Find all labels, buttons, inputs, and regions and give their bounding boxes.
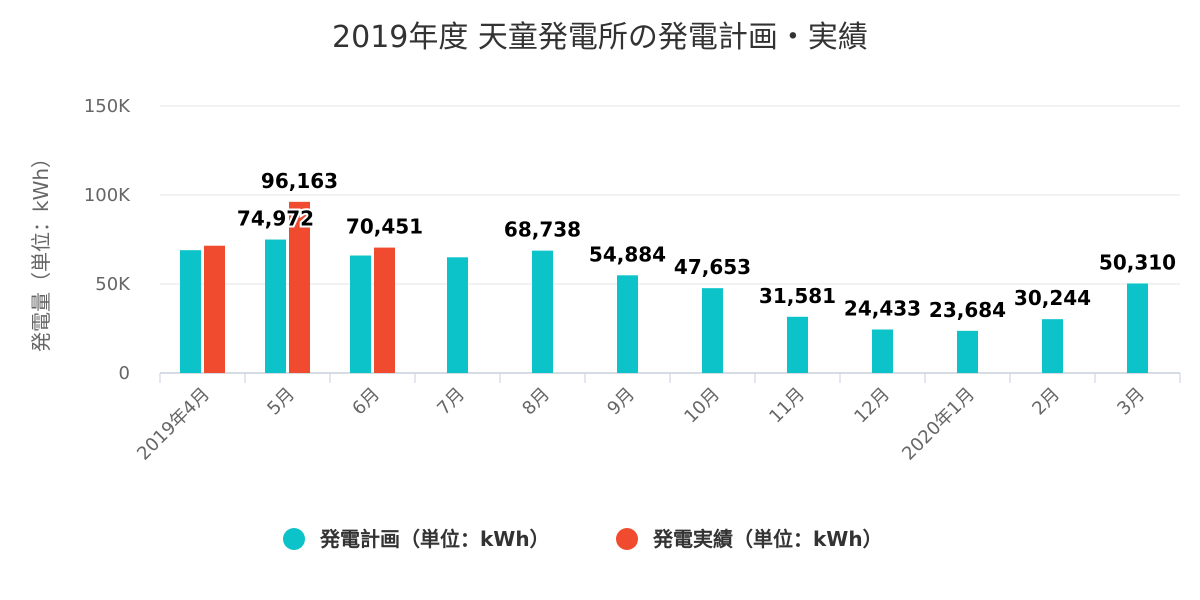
- bar-plan: [532, 250, 553, 373]
- x-tick-label: 5月: [263, 384, 299, 420]
- data-label: 70,451: [346, 215, 423, 239]
- x-tick-label: 6月: [348, 384, 384, 420]
- data-label: 96,163: [261, 169, 338, 193]
- grid-lines: [160, 105, 1180, 374]
- data-label: 54,884: [589, 242, 666, 266]
- data-label: 50,310: [1099, 250, 1176, 274]
- bar-actual: [289, 201, 310, 373]
- y-tick-label: 0: [119, 363, 130, 384]
- legend-marker: [283, 528, 305, 550]
- bar-plan: [957, 330, 978, 373]
- x-tick-label: 3月: [1113, 384, 1149, 420]
- bar-plan: [617, 275, 638, 373]
- bar-plan: [350, 255, 371, 373]
- x-tick-label: 8月: [518, 384, 554, 420]
- bar-plan: [872, 329, 893, 373]
- x-tick-label: 7月: [433, 384, 469, 420]
- data-label: 31,581: [759, 284, 836, 308]
- chart-title: 2019年度 天童発電所の発電計画・実績: [332, 20, 868, 55]
- x-tick-label: 10月: [680, 384, 724, 428]
- bar-actual: [374, 247, 395, 373]
- data-label: 30,244: [1014, 286, 1091, 310]
- x-tick-label: 2019年4月: [133, 384, 214, 465]
- data-label: 47,653: [674, 255, 751, 279]
- data-label: 24,433: [844, 297, 921, 321]
- bar-plan: [1042, 319, 1063, 373]
- x-tick-label: 11月: [765, 384, 809, 428]
- y-tick-label: 50K: [95, 274, 131, 295]
- y-axis-ticks: 0 50K 100K 150K: [84, 96, 131, 384]
- x-tick-label: 12月: [850, 384, 894, 428]
- bar-plan: [702, 288, 723, 373]
- bar-plan: [265, 239, 286, 373]
- bar-plan: [1127, 283, 1148, 373]
- data-label: 23,684: [929, 298, 1006, 322]
- legend-label: 発電計画（単位：kWh）: [319, 527, 550, 551]
- data-labels: 74,972 68,738 54,884 47,653 31,581 24,433 23,6…: [235, 167, 1178, 324]
- bar-plan: [447, 257, 468, 373]
- bar-actual: [204, 245, 225, 373]
- y-axis-label: 発電量（単位：kWh）: [29, 148, 53, 352]
- bar-plan: [180, 250, 201, 373]
- bars: [180, 201, 1148, 373]
- data-label: 74,972: [237, 207, 314, 231]
- x-tick-label: 2020年1月: [898, 384, 979, 465]
- legend[interactable]: 発電計画（単位：kWh） 発電実績（単位：kWh）: [283, 527, 883, 551]
- bar-plan: [787, 316, 808, 373]
- x-tick-label: 2月: [1028, 384, 1064, 420]
- legend-marker: [616, 528, 638, 550]
- legend-label: 発電実績（単位：kWh）: [652, 527, 883, 551]
- y-tick-label: 100K: [84, 185, 131, 206]
- x-axis: 2019年4月 5月 6月 7月 8月 9月 10月 11月 12月 2020年1月 2月 3月: [133, 373, 1181, 465]
- x-tick-label: 9月: [603, 384, 639, 420]
- y-tick-label: 150K: [84, 96, 131, 117]
- data-label: 68,738: [504, 218, 581, 242]
